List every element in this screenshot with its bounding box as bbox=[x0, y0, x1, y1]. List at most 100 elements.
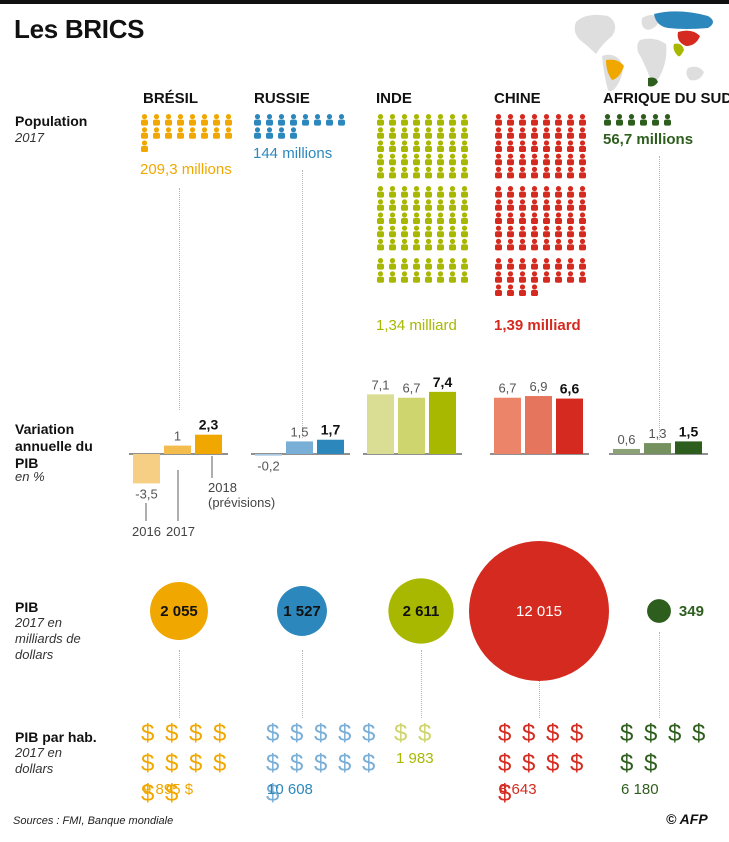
world-map-locator bbox=[574, 11, 713, 92]
person-icon bbox=[461, 238, 468, 251]
person-icon bbox=[507, 199, 514, 211]
person-icon bbox=[377, 166, 384, 179]
dollar-icon: $ bbox=[570, 750, 585, 777]
person-icon bbox=[189, 127, 196, 139]
guide-line-russie bbox=[302, 170, 303, 438]
person-icon bbox=[278, 114, 285, 126]
person-icon bbox=[519, 212, 526, 224]
dollar-icon: $ bbox=[498, 750, 513, 777]
growth-bar bbox=[195, 434, 222, 454]
person-icon bbox=[519, 284, 526, 296]
person-icon bbox=[604, 114, 611, 126]
person-icon bbox=[377, 127, 384, 139]
person-icon bbox=[519, 225, 526, 238]
person-icon bbox=[567, 225, 574, 238]
person-icon bbox=[555, 140, 562, 152]
person-icon bbox=[579, 225, 586, 238]
year-label-2016: 2016 bbox=[132, 524, 161, 539]
person-icon bbox=[401, 238, 408, 251]
person-icon bbox=[437, 271, 444, 283]
person-icon bbox=[567, 127, 574, 139]
person-icon bbox=[389, 199, 396, 211]
dollar-icon: $ bbox=[338, 720, 353, 747]
person-icon bbox=[437, 153, 444, 166]
person-icon bbox=[555, 212, 562, 224]
per-capita-value-inde: 1 983 bbox=[396, 750, 434, 767]
dollar-icon: $ bbox=[644, 750, 659, 777]
person-icon bbox=[519, 127, 526, 139]
person-icon bbox=[461, 140, 468, 152]
growth-bar bbox=[556, 398, 583, 454]
growth-bar bbox=[525, 396, 552, 454]
dollars-bresil: $ $ $ $ $ $ $ $ $ $ bbox=[141, 720, 253, 810]
person-icon bbox=[495, 127, 502, 139]
person-icon bbox=[449, 127, 456, 139]
dollars-russie: $ $ $ $ $ $ $ $ $ $ $ bbox=[266, 720, 396, 810]
person-icon bbox=[377, 140, 384, 152]
person-icon bbox=[377, 212, 384, 224]
person-icon bbox=[449, 153, 456, 166]
person-icon bbox=[225, 127, 232, 139]
population-value-inde: 1,34 milliard bbox=[376, 317, 457, 334]
per-capita-value-bresil: 9 895 $ bbox=[143, 781, 194, 798]
person-icon bbox=[437, 140, 444, 152]
person-icon bbox=[413, 271, 420, 283]
country-name-afrique-du-sud: AFRIQUE DU SUD bbox=[603, 90, 729, 107]
person-icon bbox=[449, 212, 456, 224]
person-icon bbox=[555, 153, 562, 166]
person-icon bbox=[413, 127, 420, 139]
person-icon bbox=[531, 166, 538, 179]
person-icon bbox=[567, 140, 574, 152]
growth-value-label: 1,5 bbox=[679, 423, 699, 439]
per-capita-value-afrique: 6 180 bbox=[621, 781, 659, 798]
growth-bar bbox=[317, 439, 344, 454]
brazil-shape bbox=[606, 59, 624, 80]
person-icon bbox=[437, 225, 444, 238]
person-icon bbox=[543, 238, 550, 251]
growth-value-label: 1,7 bbox=[321, 422, 341, 438]
india-shape bbox=[673, 43, 684, 57]
person-icon bbox=[401, 114, 408, 126]
country-name-inde: INDE bbox=[376, 90, 412, 107]
dollar-icon: $ bbox=[165, 750, 180, 777]
person-icon bbox=[461, 127, 468, 139]
per-capita-row-sub: 2017 en dollars bbox=[15, 745, 62, 776]
gdp-growth-chart: -3,5 1 2,3 -0,2 1,5 1,7 7,1 6,7 7,4 6,7 6,9 6,6 0,6 1… bbox=[129, 374, 708, 521]
person-icon bbox=[567, 153, 574, 166]
page-title: Les BRICS bbox=[14, 14, 145, 44]
person-icon bbox=[437, 186, 444, 198]
person-icon bbox=[461, 199, 468, 211]
growth-value-label: 1 bbox=[174, 429, 181, 444]
person-icon bbox=[495, 225, 502, 238]
person-icon bbox=[579, 238, 586, 251]
dollar-icon: $ bbox=[570, 720, 585, 747]
person-icon bbox=[567, 114, 574, 126]
person-icon bbox=[338, 114, 345, 126]
person-icon bbox=[413, 212, 420, 224]
population-row-label: Population bbox=[15, 113, 88, 129]
person-icon bbox=[401, 199, 408, 211]
person-icon bbox=[507, 114, 514, 126]
person-icon bbox=[531, 114, 538, 126]
person-icon bbox=[495, 114, 502, 126]
person-icon bbox=[543, 225, 550, 238]
dollar-icon: $ bbox=[362, 750, 377, 777]
person-icon bbox=[389, 271, 396, 283]
person-icon bbox=[401, 166, 408, 179]
growth-bar bbox=[398, 397, 425, 454]
gdp-bubble bbox=[388, 578, 454, 644]
guide-line-russie-2 bbox=[302, 650, 303, 718]
top-rule bbox=[0, 0, 729, 4]
gdp-row-label: PIB bbox=[15, 599, 39, 615]
person-icon bbox=[555, 166, 562, 179]
person-icon bbox=[278, 127, 285, 139]
person-icon bbox=[189, 114, 196, 126]
person-icon bbox=[449, 238, 456, 251]
person-icon bbox=[531, 186, 538, 198]
person-icon bbox=[495, 271, 502, 283]
person-icon bbox=[377, 153, 384, 166]
person-icon bbox=[213, 127, 220, 139]
guide-line-inde bbox=[421, 650, 422, 718]
person-icon bbox=[437, 114, 444, 126]
person-icon bbox=[531, 140, 538, 152]
